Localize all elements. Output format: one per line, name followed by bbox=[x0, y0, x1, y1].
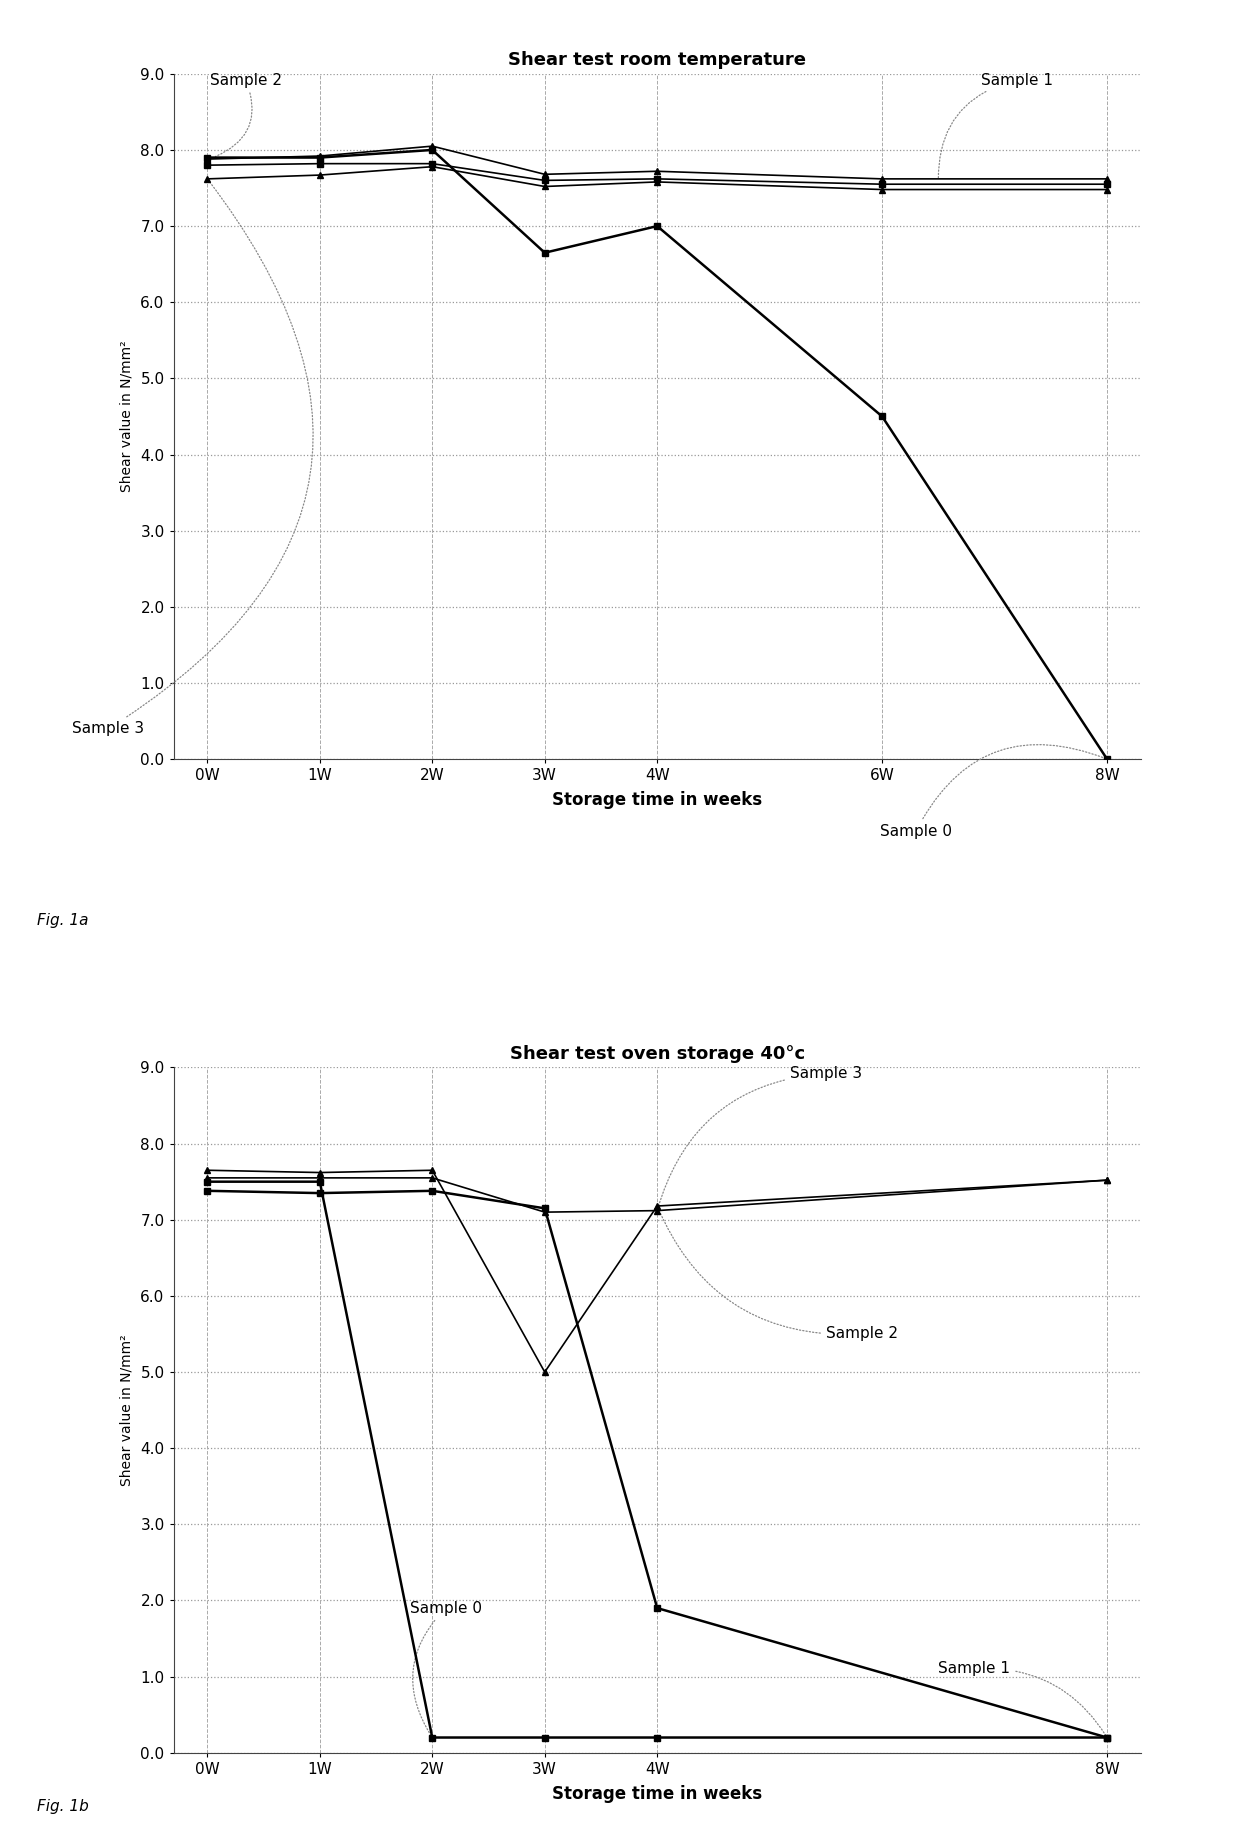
Text: Sample 1: Sample 1 bbox=[939, 72, 1053, 179]
X-axis label: Storage time in weeks: Storage time in weeks bbox=[552, 1786, 763, 1803]
Text: Fig. 1b: Fig. 1b bbox=[37, 1799, 89, 1814]
X-axis label: Storage time in weeks: Storage time in weeks bbox=[552, 792, 763, 810]
Text: Sample 3: Sample 3 bbox=[72, 181, 314, 736]
Title: Shear test oven storage 40°c: Shear test oven storage 40°c bbox=[510, 1044, 805, 1063]
Text: Sample 1: Sample 1 bbox=[939, 1662, 1106, 1734]
Text: Sample 2: Sample 2 bbox=[658, 1208, 898, 1341]
Y-axis label: Shear value in N/mm²: Shear value in N/mm² bbox=[119, 1334, 134, 1485]
Y-axis label: Shear value in N/mm²: Shear value in N/mm² bbox=[119, 341, 134, 493]
Title: Shear test room temperature: Shear test room temperature bbox=[508, 52, 806, 70]
Text: Sample 0: Sample 0 bbox=[409, 1601, 482, 1734]
Text: Fig. 1a: Fig. 1a bbox=[37, 913, 89, 928]
Text: Sample 0: Sample 0 bbox=[880, 745, 1105, 839]
Text: Sample 3: Sample 3 bbox=[658, 1066, 862, 1208]
Text: Sample 2: Sample 2 bbox=[210, 72, 281, 157]
